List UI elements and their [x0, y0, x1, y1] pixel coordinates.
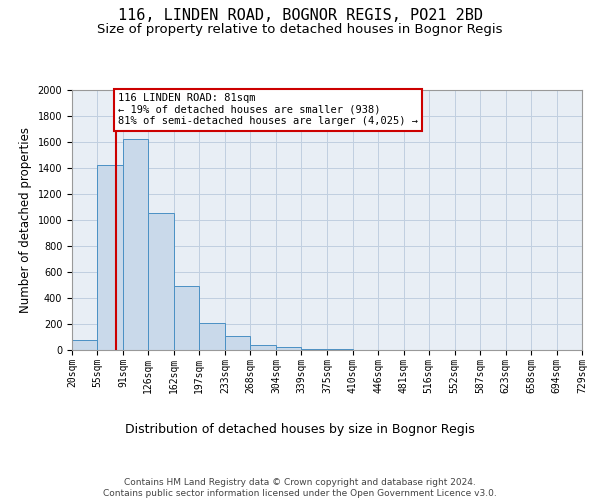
Text: Contains HM Land Registry data © Crown copyright and database right 2024.
Contai: Contains HM Land Registry data © Crown c… [103, 478, 497, 498]
Bar [123, 140, 148, 350]
Bar [276, 347, 301, 350]
Bar [301, 349, 328, 350]
Bar [225, 336, 250, 350]
Text: Size of property relative to detached houses in Bognor Regis: Size of property relative to detached ho… [97, 22, 503, 36]
Text: Distribution of detached houses by size in Bognor Regis: Distribution of detached houses by size … [125, 422, 475, 436]
Bar [199, 324, 225, 350]
Bar [250, 346, 276, 350]
Y-axis label: Number of detached properties: Number of detached properties [19, 127, 32, 313]
Text: 116, LINDEN ROAD, BOGNOR REGIS, PO21 2BD: 116, LINDEN ROAD, BOGNOR REGIS, PO21 2BD [118, 8, 482, 22]
Bar [97, 166, 123, 350]
Text: 116 LINDEN ROAD: 81sqm
← 19% of detached houses are smaller (938)
81% of semi-de: 116 LINDEN ROAD: 81sqm ← 19% of detached… [118, 93, 418, 126]
Bar [174, 286, 199, 350]
Bar [72, 340, 97, 350]
Bar [148, 214, 174, 350]
